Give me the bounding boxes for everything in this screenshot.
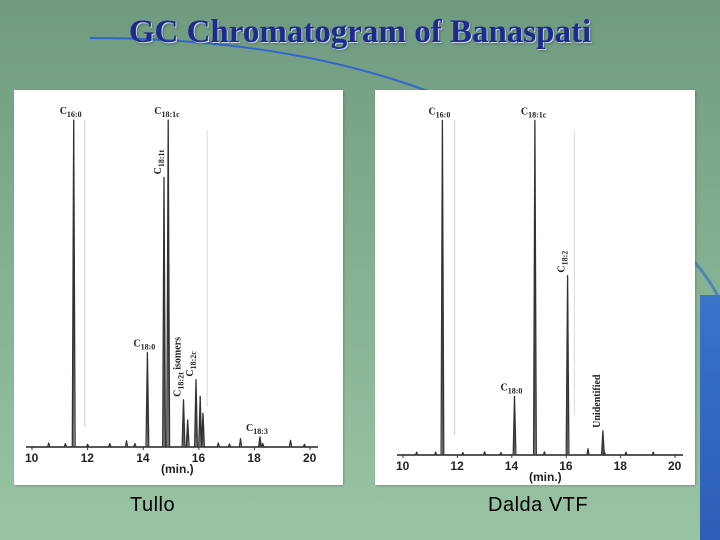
x-tick-label: 16 [192,451,206,465]
peak-label: C16:0 [428,106,450,119]
chromatogram-dalda: C16:0 C18:0 C18:1c C18:2 Unidentified 10 12 14 1… [396,106,683,484]
peak-label: C18:3 [246,423,268,436]
caption-dalda: Dalda VTF [488,494,589,516]
peak-label: Unidentified [592,374,603,428]
decorative-strip [700,295,720,540]
peak-label: C16:0 [60,106,82,119]
peak-label: C18:1t [153,150,166,175]
x-tick-label: 16 [559,459,573,473]
peak-label: C18:2c [185,351,198,377]
peak-label: C18:1c [154,106,180,119]
chromatogram-trace [26,119,318,448]
peak-label: C18:0 [501,382,523,395]
x-axis-label: (min.) [161,462,194,476]
chromatogram-panel-tullo: C16:0 C18:0 C18:1c C18:1t C18:2t isomers C18:… [14,90,343,485]
x-tick-label: 18 [247,451,261,465]
peak-label: C18:2 [557,251,570,273]
x-tick-label: 14 [136,451,150,465]
chromatogram-panel-dalda: C16:0 C18:0 C18:1c C18:2 Unidentified 10 12 14 1… [375,90,695,485]
x-tick-label: 12 [81,451,95,465]
x-tick-label: 20 [303,451,317,465]
x-tick-label: 14 [505,459,519,473]
x-tick-label: 20 [668,459,682,473]
chromatogram-trace [397,119,683,456]
peak-label: C18:0 [133,339,155,352]
x-tick-label: 10 [25,451,39,465]
peak-label: C18:2t isomers [173,337,186,397]
x-axis-label: (min.) [529,470,562,484]
caption-tullo: Tullo [130,494,176,516]
x-tick-label: 12 [450,459,464,473]
slide-title: GC Chromatogram of Banaspati [128,14,592,50]
x-tick-label: 10 [396,459,410,473]
peak-label: C18:1c [521,106,547,119]
x-tick-label: 18 [614,459,628,473]
